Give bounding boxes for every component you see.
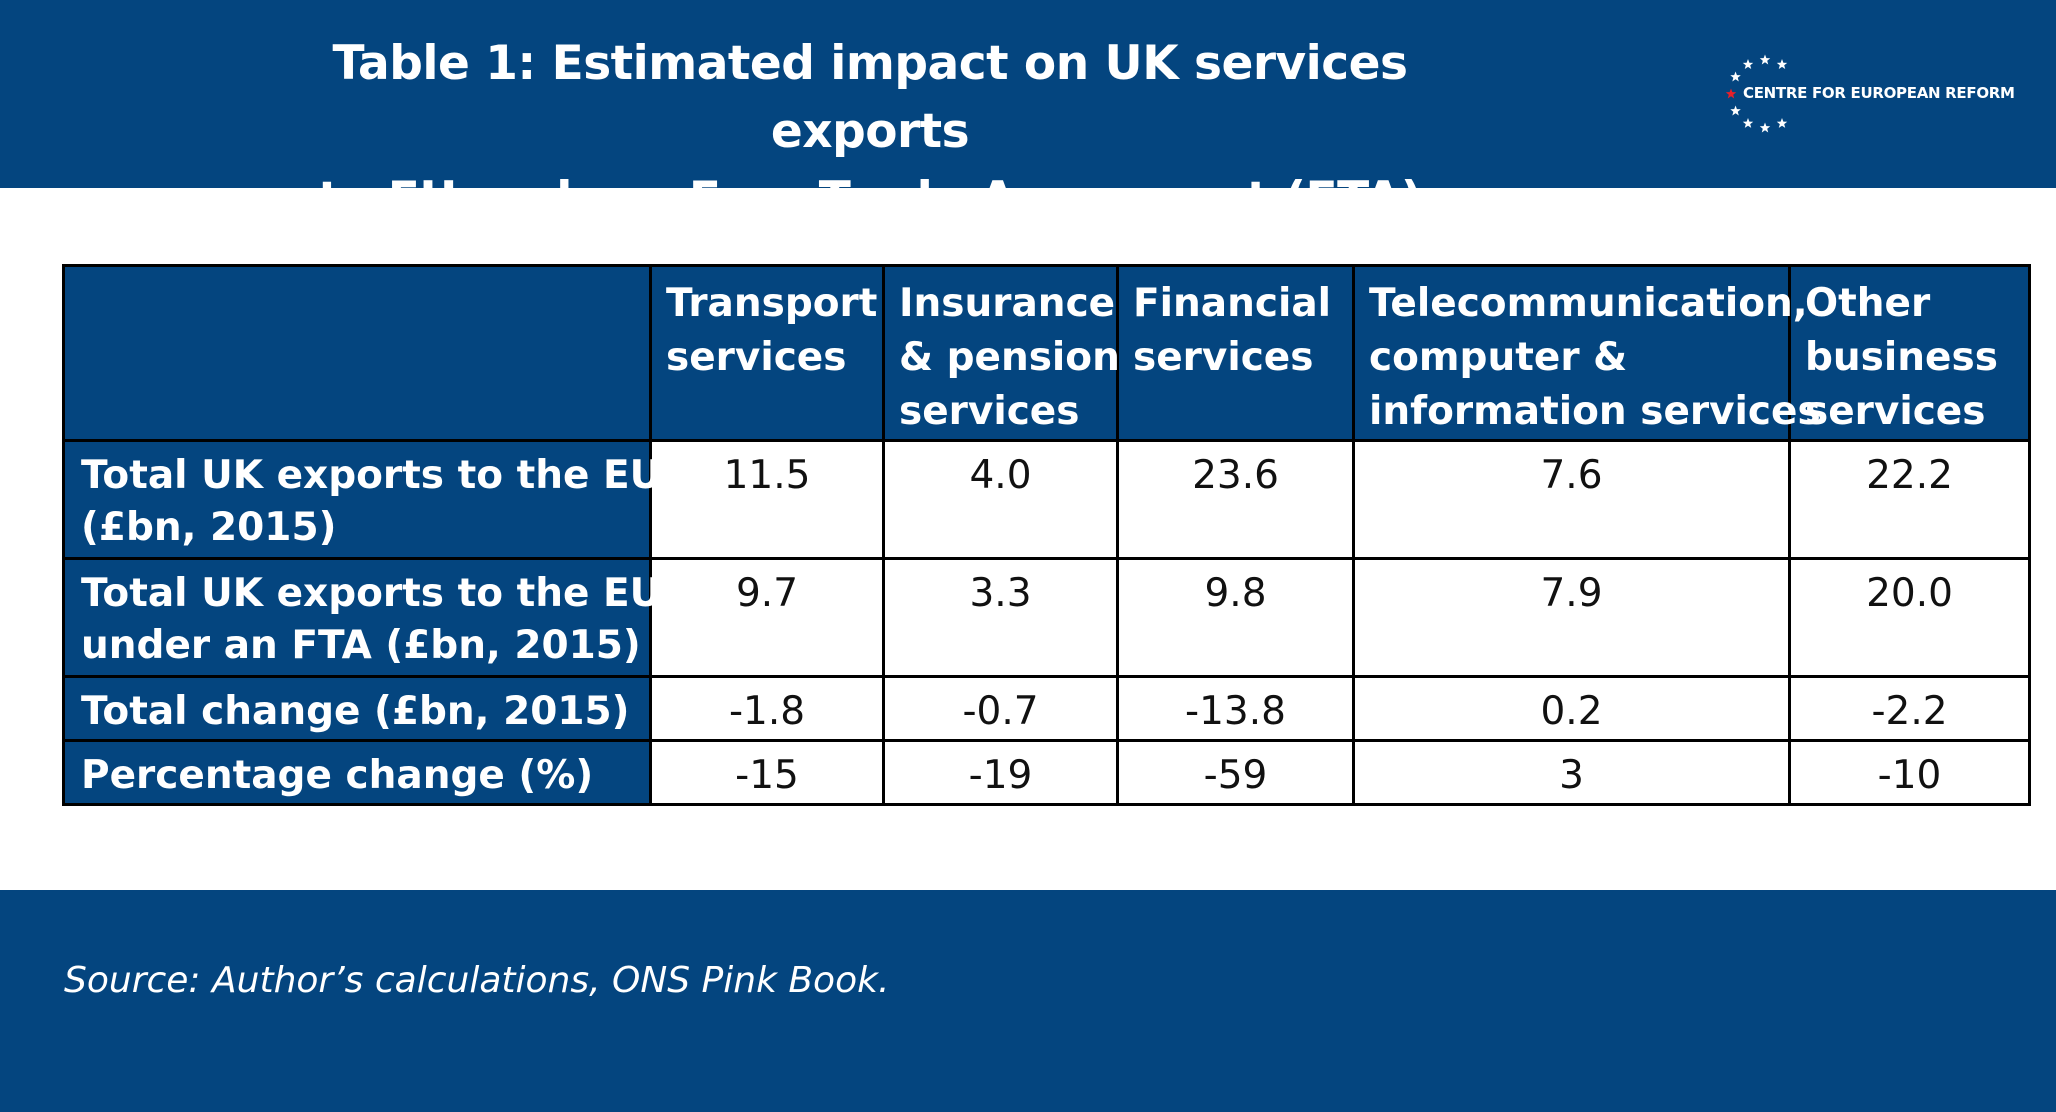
table-row: Total change (£bn, 2015) -1.8 -0.7 -13.8… [62,675,2031,742]
row-header-line: Total change (£bn, 2015) [81,689,630,734]
column-header-line: Transport [666,281,878,326]
row-header-line: Total UK exports to the EU [81,453,662,498]
table-cell: -59 [1116,739,1355,806]
table-row: Percentage change (%) -15 -19 -59 3 -10 [62,739,2031,806]
column-header-financial: Financial services [1116,264,1355,442]
source-note: Source: Author’s calculations, ONS Pink … [64,960,890,1001]
table-cell: 7.6 [1352,439,1791,560]
table-cell: 4.0 [882,439,1119,560]
star-ring-icon [1725,54,1788,133]
title-line-1: Table 1: Estimated impact on UK services… [332,36,1408,159]
row-header-total-change: Total change (£bn, 2015) [62,675,652,742]
page-title: Table 1: Estimated impact on UK services… [300,30,1440,234]
table-cell: 9.8 [1116,557,1355,678]
column-header-line: services [1133,335,1314,380]
row-header-line: (£bn, 2015) [81,505,337,550]
logo-star [1730,71,1741,82]
table-cell: -2.2 [1788,675,2031,742]
logo-star-accent [1725,88,1737,99]
header-row: Transport services Insurance & pension s… [62,264,2031,442]
table-row: Total UK exports to the EU under an FTA … [62,557,2031,678]
table-cell: 7.9 [1352,557,1791,678]
column-header-line: Telecommunication, [1369,281,1808,326]
table-cell: -15 [649,739,885,806]
column-header-line: services [1805,389,1986,434]
column-header-line: services [666,335,847,380]
table-cell: 3.3 [882,557,1119,678]
column-header-telecom: Telecommunication, computer & informatio… [1352,264,1821,442]
logo-star [1759,122,1771,133]
column-header-line: information services [1369,389,1821,434]
table-cell: 22.2 [1788,439,2031,560]
table-cell: 0.2 [1352,675,1791,742]
logo-star [1776,117,1788,128]
logo-star [1730,105,1741,116]
row-header-percentage-change: Percentage change (%) [62,739,652,806]
column-header-line: & pension [899,335,1120,380]
cer-logo: CENTRE FOR EUROPEAN REFORM [1720,50,2020,140]
column-header-line: Other [1805,281,1931,326]
column-header-transport: Transport services [649,264,885,442]
column-header-insurance: Insurance & pension services [882,264,1120,442]
column-header-line: computer & [1369,335,1628,380]
row-header-line: Percentage change (%) [81,753,594,798]
column-header-line: Insurance [899,281,1116,326]
logo-star [1776,59,1788,69]
footer-banner: Source: Author’s calculations, ONS Pink … [0,890,2056,1112]
title-line-2: to EU under a Free Trade Agreement (FTA) [318,172,1422,227]
table-cell: -13.8 [1116,675,1355,742]
column-header-line: Financial [1133,281,1332,326]
table-cell: 11.5 [649,439,885,560]
data-table: Transport services Insurance & pension s… [62,264,2031,806]
table-cell: -1.8 [649,675,885,742]
table-cell: -10 [1788,739,2031,806]
table-cell: 20.0 [1788,557,2031,678]
column-header-other-business: Other business services [1788,264,2031,442]
logo-star [1759,54,1771,65]
row-header-line: under an FTA (£bn, 2015) [81,623,641,668]
logo-star [1742,117,1754,128]
column-header-line: business [1805,335,1998,380]
table-cell: -0.7 [882,675,1119,742]
table-row: Total UK exports to the EU (£bn, 2015) 1… [62,439,2031,560]
table-cell: 3 [1352,739,1791,806]
table-cell: 9.7 [649,557,885,678]
table-cell: 23.6 [1116,439,1355,560]
logo-star [1742,59,1754,69]
row-header-line: Total UK exports to the EU [81,571,662,616]
corner-cell [62,264,652,442]
logo-text: CENTRE FOR EUROPEAN REFORM [1743,84,2015,102]
column-header-line: services [899,389,1080,434]
table-cell: -19 [882,739,1119,806]
header-banner: Table 1: Estimated impact on UK services… [0,0,2056,227]
row-header-total-exports: Total UK exports to the EU (£bn, 2015) [62,439,662,560]
row-header-exports-under-fta: Total UK exports to the EU under an FTA … [62,557,662,678]
